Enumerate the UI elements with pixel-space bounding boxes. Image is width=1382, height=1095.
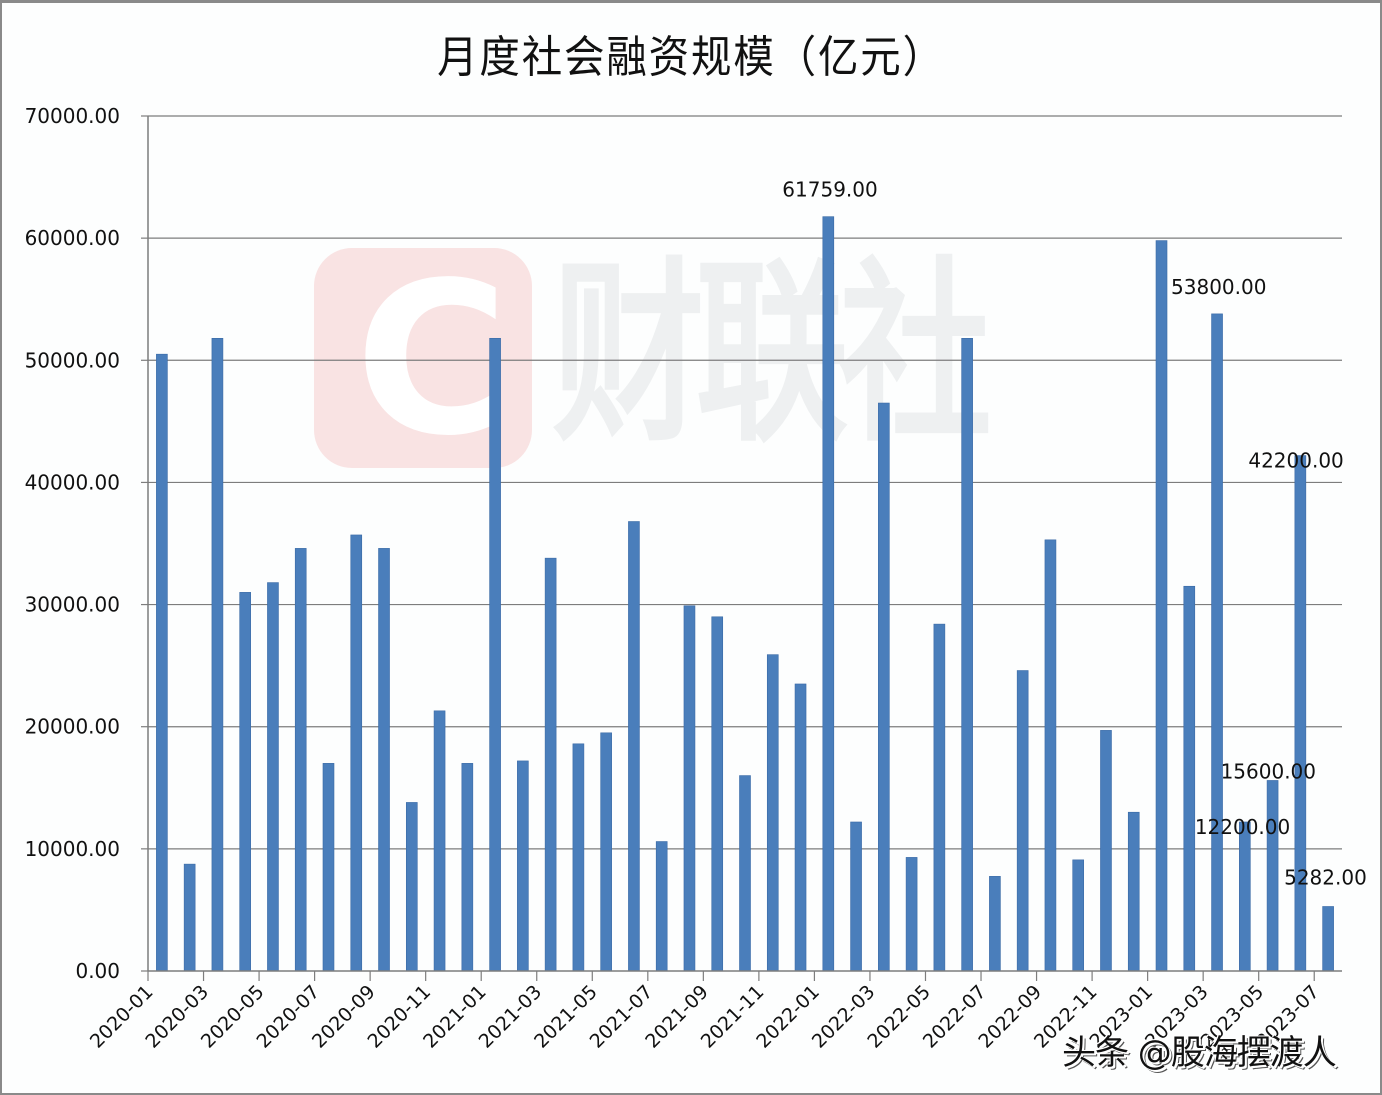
- bar-2023-05: [1266, 780, 1279, 972]
- bar-2020-09: [378, 548, 390, 972]
- bar-2020-08: [350, 534, 363, 972]
- bar-2023-03: [1211, 313, 1223, 972]
- y-tick-label: 50000.00: [25, 348, 120, 372]
- bar-series: [156, 216, 1334, 972]
- bar-2021-03: [544, 557, 557, 972]
- bar-2020-10: [405, 802, 418, 972]
- y-tick-label: 40000.00: [25, 470, 120, 494]
- data-label: 12200.00: [1195, 815, 1290, 839]
- bar-2020-05: [267, 582, 279, 972]
- y-axis: 0.00 10000.00 20000.00 30000.00 40000.00 5000…: [25, 104, 149, 983]
- bar-2023-02: [1183, 585, 1196, 972]
- bar-2021-01: [489, 337, 501, 972]
- bar-2021-05: [600, 732, 612, 972]
- y-tick-label: 10000.00: [25, 837, 120, 861]
- bar-2020-01: [156, 353, 168, 972]
- data-label: 61759.00: [782, 178, 877, 202]
- bar-2020-11: [433, 710, 446, 972]
- bar-2021-07: [655, 841, 668, 972]
- bar-2022-05: [933, 623, 946, 972]
- bar-2022-11: [1100, 730, 1112, 972]
- bar-2020-12: [461, 763, 474, 972]
- bar-2020-04: [239, 592, 251, 972]
- chart-title: 月度社会融资规模（亿元）: [437, 32, 945, 83]
- bar-2021-09: [711, 616, 724, 972]
- bar-2022-01: [822, 216, 835, 972]
- bar-2020-03: [211, 337, 224, 972]
- data-label: 15600.00: [1221, 759, 1316, 783]
- data-label: 42200.00: [1248, 449, 1343, 473]
- y-tick-label: 30000.00: [25, 593, 120, 617]
- y-tick-label: 70000.00: [25, 104, 120, 128]
- bar-2021-02: [517, 760, 529, 972]
- bar-2023-04: [1239, 821, 1251, 972]
- bar-2021-10: [739, 775, 751, 972]
- bar-2022-09: [1044, 539, 1057, 972]
- bar-2021-12: [794, 683, 807, 972]
- data-label: 5282.00: [1284, 865, 1367, 889]
- bar-2023-01: [1155, 240, 1168, 972]
- bar-2023-07: [1322, 906, 1334, 972]
- bar-2022-04: [905, 857, 918, 972]
- y-tick-label: 20000.00: [25, 715, 120, 739]
- bar-2023-06: [1294, 455, 1307, 972]
- source-credit: 头条 @股海摆渡人: [1062, 1033, 1337, 1073]
- bar-2021-08: [683, 605, 696, 972]
- bar-2021-11: [766, 654, 779, 972]
- bar-2022-12: [1127, 811, 1140, 972]
- bar-2022-10: [1072, 859, 1085, 972]
- bar-2022-06: [961, 337, 973, 972]
- bar-2022-03: [878, 402, 890, 972]
- bar-2020-02: [183, 863, 196, 972]
- bar-2021-06: [628, 521, 640, 972]
- bar-2022-08: [1016, 670, 1029, 972]
- bar-2022-07: [989, 876, 1001, 972]
- data-label: 53800.00: [1171, 275, 1266, 299]
- y-tick-label: 0.00: [75, 959, 120, 983]
- bar-2020-07: [322, 763, 335, 972]
- data-labels: 61759.00 53800.00 42200.00 15600.00 12200.00…: [782, 178, 1367, 890]
- y-tick-label: 60000.00: [25, 226, 120, 250]
- bar-2021-04: [572, 743, 585, 972]
- gridlines: [148, 115, 1342, 850]
- bar-2020-06: [294, 548, 307, 972]
- bar-2022-02: [850, 821, 862, 972]
